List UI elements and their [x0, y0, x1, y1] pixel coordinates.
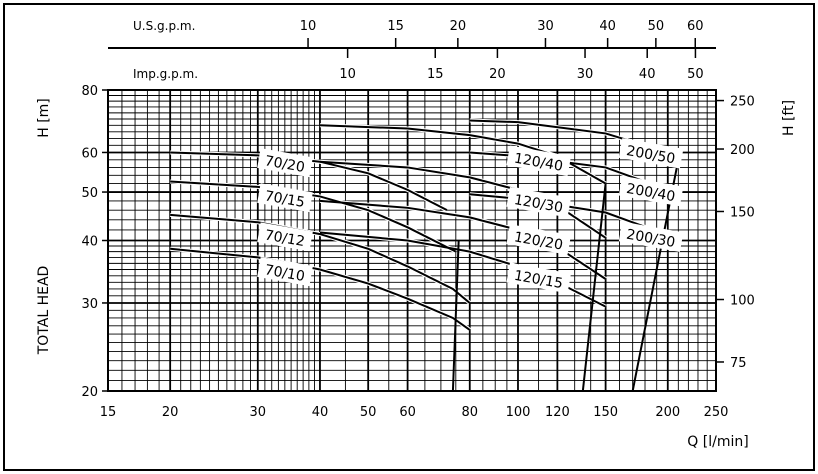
- y-right-tick-label: 75: [730, 356, 747, 371]
- top-tick-label: 10: [300, 19, 317, 34]
- limit-line: [581, 183, 607, 392]
- curve-label-box: [257, 148, 313, 178]
- top-tick-label: 20: [450, 19, 467, 34]
- x-tick-label: 120: [545, 405, 570, 420]
- label-layer: 70/2070/1570/1270/10120/40120/30120/2012…: [257, 138, 684, 294]
- x-tick-label: 80: [461, 405, 478, 420]
- series-line: [170, 247, 471, 331]
- curve-label-text: 70/15: [263, 188, 306, 211]
- top-tick-label: 50: [687, 67, 704, 82]
- curve-label-box: [506, 186, 572, 218]
- x-tick-label: 250: [704, 405, 729, 420]
- curve-label: 120/40: [506, 145, 572, 176]
- limit-line: [451, 240, 460, 392]
- x-tick-label: 30: [250, 405, 267, 420]
- top-axis-label-us: U.S.g.p.m.: [133, 19, 195, 33]
- y-axis-label-left: TOTAL HEAD: [36, 266, 52, 356]
- y-right-tick-label: 150: [730, 205, 755, 220]
- top-tick-label: 40: [599, 19, 616, 34]
- curve-label-text: 70/20: [263, 153, 306, 176]
- y-tick-label: 30: [81, 297, 98, 312]
- curve-label-text: 70/10: [263, 262, 306, 285]
- top-tick-label: 15: [387, 19, 404, 34]
- curve-label-box: [257, 222, 313, 252]
- curve-label-box: [618, 221, 684, 253]
- x-tick-label: 40: [312, 405, 329, 420]
- top-tick-label: 10: [339, 67, 356, 82]
- top-tick-label: 60: [687, 19, 704, 34]
- curve-label: 70/12: [257, 222, 313, 252]
- curve-label-box: [618, 175, 684, 207]
- y-tick-label: 50: [81, 186, 98, 201]
- x-axis-label: Q [l/min]: [687, 434, 748, 450]
- x-tick-label: 60: [399, 405, 416, 420]
- top-axis-label-imp: Imp.g.p.m.: [133, 67, 198, 81]
- y-tick-label: 60: [81, 146, 98, 161]
- axis-layer: 15 20 30 40 50 60 80 100 120 150 200 25020304050608…: [81, 19, 754, 420]
- top-tick-label: 40: [639, 67, 656, 82]
- x-tick-label: 50: [360, 405, 377, 420]
- top-tick-label: 50: [648, 19, 665, 34]
- top-tick-label: 30: [537, 19, 554, 34]
- curve-label-box: [506, 262, 572, 294]
- y-right-tick-label: 200: [730, 143, 755, 158]
- y-axis-label-left-top: H [m]: [36, 98, 52, 138]
- curve-label-box: [506, 224, 572, 255]
- series-line: [170, 213, 471, 304]
- x-tick-label: 150: [593, 405, 618, 420]
- curve-label-text: 70/12: [263, 227, 306, 250]
- curve-label: 70/20: [257, 148, 313, 178]
- y-tick-label: 40: [81, 235, 98, 250]
- y-tick-label: 20: [81, 385, 98, 400]
- top-tick-label: 15: [427, 67, 444, 82]
- x-tick-label: 20: [162, 405, 179, 420]
- curve-label-box: [618, 138, 684, 169]
- curve-label: 70/10: [257, 257, 313, 287]
- series-line: [170, 151, 448, 212]
- y-axis-label-right: H [ft]: [781, 100, 797, 136]
- y-tick-label: 80: [81, 84, 98, 99]
- x-tick-label: 200: [655, 405, 680, 420]
- top-tick-label: 20: [489, 67, 506, 82]
- curve-label-box: [506, 145, 572, 176]
- curve-label: 120/15: [506, 262, 572, 294]
- top-tick-label: 30: [577, 67, 594, 82]
- curve-label-box: [257, 257, 313, 287]
- x-tick-label: 15: [100, 405, 117, 420]
- y-right-tick-label: 100: [730, 294, 755, 309]
- curve-label: 70/15: [257, 183, 313, 213]
- y-right-tick-label: 250: [730, 95, 755, 110]
- curve-label-box: [257, 183, 313, 213]
- x-tick-label: 100: [506, 405, 531, 420]
